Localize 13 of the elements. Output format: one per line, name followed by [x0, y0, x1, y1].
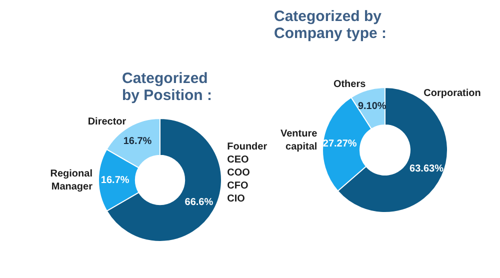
data-label: 63.63% — [410, 164, 444, 175]
data-label: 27.27% — [322, 138, 357, 150]
chart-title: Categorized by Position : — [122, 70, 213, 104]
data-label: 66.6% — [184, 197, 214, 208]
slice-label: Others — [333, 79, 366, 90]
slice-label: Founder CEO COO CFO CIO — [227, 142, 268, 205]
chart-title: Categorized by Company type : — [274, 8, 388, 42]
data-label: 16.7% — [100, 174, 130, 186]
slice-label: Venture capital — [280, 128, 318, 153]
data-label: 16.7% — [123, 136, 152, 147]
slice-label: Corporation — [424, 88, 481, 100]
slice-label: Director — [88, 116, 126, 128]
slice-label: Regional Manager — [50, 168, 93, 192]
